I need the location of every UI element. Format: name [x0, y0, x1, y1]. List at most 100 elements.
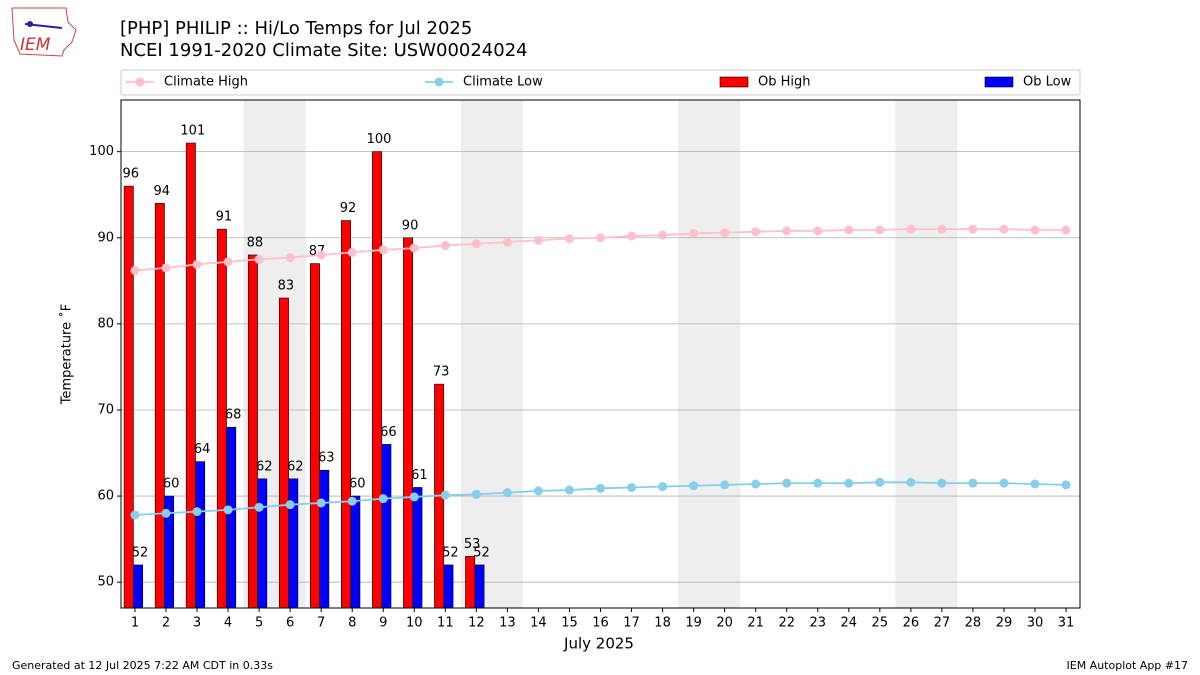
- data-label: 52: [473, 545, 490, 560]
- data-label: 101: [180, 124, 205, 139]
- x-axis-label: July 2025: [563, 635, 634, 653]
- legend-label: Climate Low: [463, 75, 543, 90]
- point: [1030, 225, 1040, 235]
- x-tick-label: 24: [841, 616, 858, 631]
- legend: [120, 69, 1081, 96]
- x-tick-label: 14: [530, 616, 547, 631]
- point: [285, 500, 295, 510]
- y-tick-label: 90: [97, 230, 114, 245]
- legend-label: Ob High: [758, 75, 811, 90]
- point: [502, 237, 512, 247]
- y-axis-label: Temperature ˚F: [59, 304, 75, 405]
- legend-label: Ob Low: [1023, 75, 1072, 90]
- point: [658, 482, 668, 492]
- point: [347, 496, 357, 506]
- point: [1061, 480, 1071, 490]
- point: [440, 241, 450, 251]
- point: [223, 505, 233, 515]
- point: [316, 498, 326, 508]
- legend-marker: [434, 77, 444, 87]
- data-label: 94: [154, 184, 171, 199]
- point: [875, 225, 885, 235]
- x-tick-label: 21: [747, 616, 764, 631]
- point: [999, 478, 1009, 488]
- point: [844, 225, 854, 235]
- weekend-shade: [709, 100, 741, 608]
- data-label: 52: [132, 545, 149, 560]
- logo: IEM: [11, 7, 77, 57]
- x-tick-label: 13: [499, 616, 516, 631]
- x-tick-label: 27: [934, 616, 951, 631]
- point: [192, 259, 202, 269]
- footer-right: IEM Autoplot App #17: [1067, 659, 1189, 672]
- bar: [185, 142, 196, 609]
- legend-marker: [135, 77, 145, 87]
- weekend-shade: [678, 100, 710, 608]
- bar: [474, 564, 485, 609]
- y-tick-label: 50: [97, 575, 114, 590]
- x-tick-label: 31: [1058, 616, 1075, 631]
- point: [782, 226, 792, 236]
- bar: [319, 469, 330, 609]
- weekend-shade: [895, 100, 927, 608]
- point: [409, 492, 419, 502]
- bar: [350, 495, 361, 609]
- bar: [288, 478, 299, 609]
- bar: [310, 263, 320, 609]
- bar: [341, 220, 351, 609]
- x-tick-label: 28: [965, 616, 982, 631]
- point: [968, 478, 978, 488]
- point: [906, 224, 916, 234]
- point: [1061, 225, 1071, 235]
- data-label: 100: [367, 132, 392, 147]
- data-label: 63: [318, 451, 335, 466]
- x-tick-label: 2: [162, 616, 170, 631]
- legend-label: Climate High: [164, 75, 248, 90]
- plot-frame: [120, 99, 1081, 609]
- point: [347, 247, 357, 257]
- point: [130, 265, 140, 275]
- x-tick-label: 5: [255, 616, 263, 631]
- bar: [133, 564, 144, 609]
- bar: [226, 426, 237, 609]
- weekend-shade: [491, 100, 523, 608]
- point: [689, 228, 699, 238]
- point: [999, 224, 1009, 234]
- x-tick-label: 25: [872, 616, 889, 631]
- point: [564, 485, 574, 495]
- point: [844, 478, 854, 488]
- x-tick-label: 20: [716, 616, 733, 631]
- point: [968, 224, 978, 234]
- x-tick-label: 16: [592, 616, 609, 631]
- weekend-shade: [460, 100, 492, 608]
- data-label: 73: [433, 365, 450, 380]
- data-label: 83: [278, 279, 295, 294]
- point: [627, 482, 637, 492]
- point: [906, 477, 916, 487]
- bar: [154, 203, 165, 609]
- point: [161, 508, 171, 518]
- footer-left: Generated at 12 Jul 2025 7:22 AM CDT in …: [12, 659, 273, 672]
- data-label: 91: [216, 210, 233, 225]
- point: [130, 510, 140, 520]
- point: [192, 507, 202, 517]
- x-tick-label: 10: [406, 616, 423, 631]
- data-label: 68: [225, 408, 242, 423]
- data-label: 64: [194, 442, 211, 457]
- bar: [278, 297, 289, 609]
- y-tick-label: 60: [97, 489, 114, 504]
- point: [813, 226, 823, 236]
- point: [378, 245, 388, 255]
- point: [254, 502, 264, 512]
- x-tick-label: 1: [131, 616, 139, 631]
- point: [689, 481, 699, 491]
- data-label: 62: [256, 459, 273, 474]
- x-tick-label: 26: [903, 616, 920, 631]
- point: [720, 228, 730, 238]
- y-tick-label: 80: [97, 316, 114, 331]
- weekend-shade: [926, 100, 958, 608]
- x-tick-label: 23: [809, 616, 826, 631]
- data-label: 60: [163, 477, 180, 492]
- bar: [412, 487, 423, 609]
